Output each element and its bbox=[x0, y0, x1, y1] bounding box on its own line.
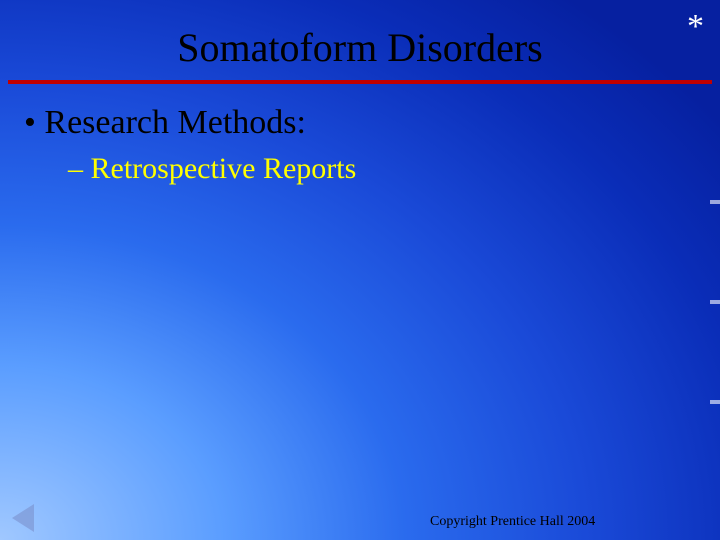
edge-marker bbox=[710, 300, 720, 304]
edge-marker bbox=[710, 200, 720, 204]
bullet-level-2: Retrospective Reports bbox=[68, 152, 356, 186]
slide: Somatoform Disorders * Research Methods:… bbox=[0, 0, 720, 540]
bullet-level-1: Research Methods: bbox=[24, 104, 306, 142]
prev-slide-arrow-icon[interactable] bbox=[12, 504, 34, 532]
copyright-footer: Copyright Prentice Hall 2004 bbox=[430, 514, 595, 530]
edge-marker bbox=[710, 400, 720, 404]
slide-title: Somatoform Disorders bbox=[0, 24, 720, 71]
asterisk-marker: * bbox=[687, 8, 704, 46]
title-divider bbox=[8, 80, 712, 84]
